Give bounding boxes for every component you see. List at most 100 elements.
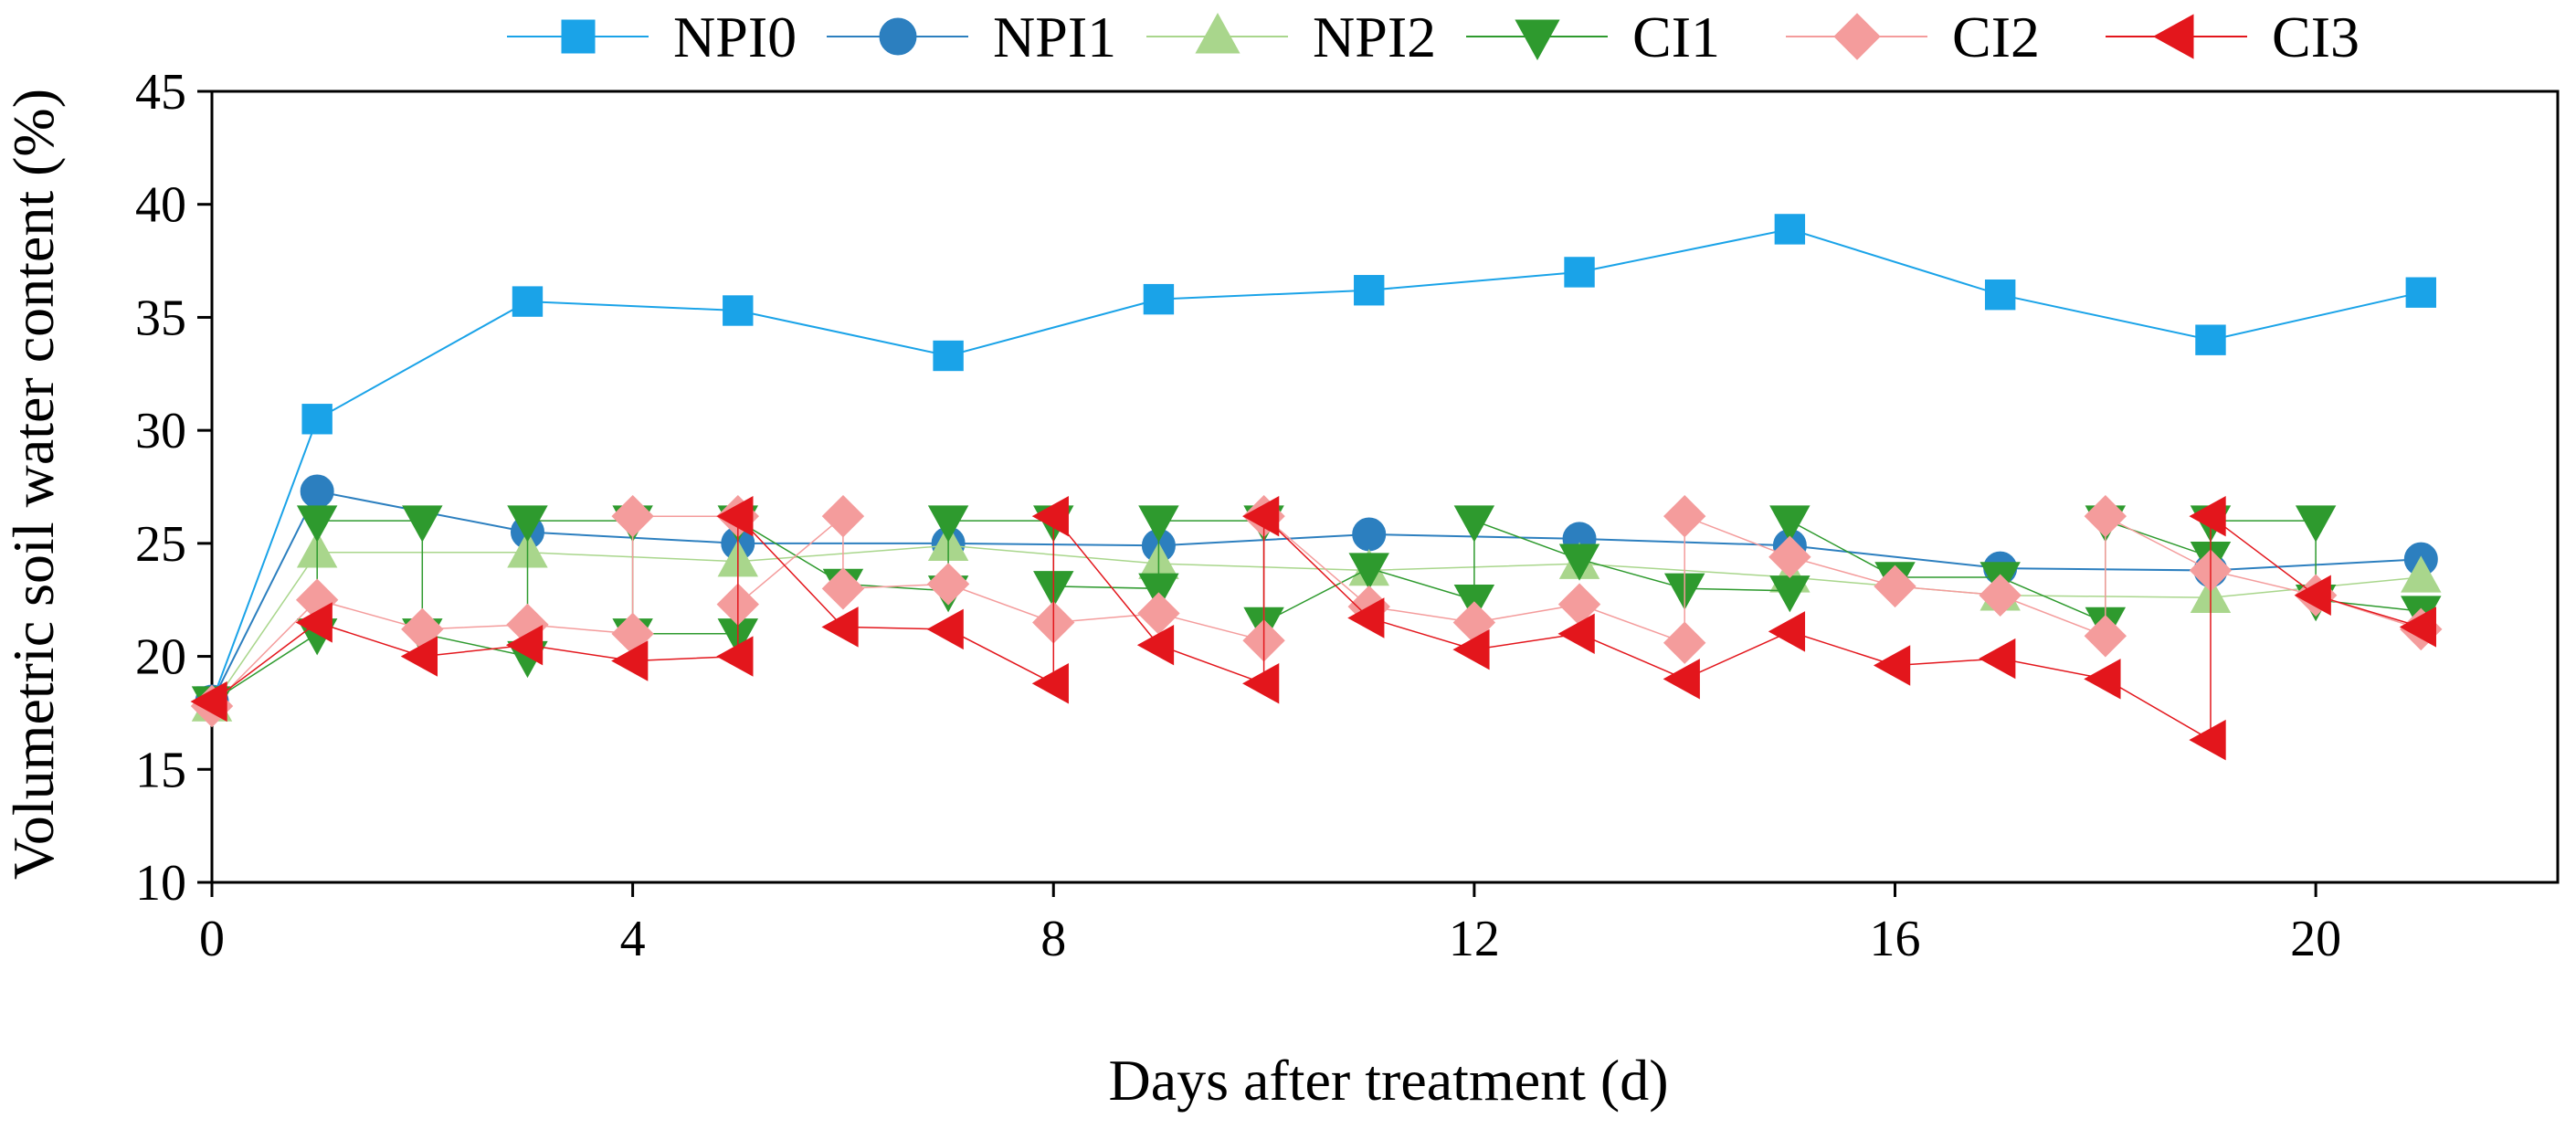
data-point [821,567,865,610]
data-point [1031,495,1069,537]
data-point [611,494,654,538]
data-point [1768,535,1811,578]
y-tick-label: 20 [135,629,186,686]
legend-marker [2152,14,2194,59]
y-axis-title: Volumetric soil water content (%) [1,89,66,880]
data-point [1663,659,1700,700]
data-point [821,607,859,648]
data-point [1557,613,1595,655]
data-point [611,640,649,681]
data-point [1874,564,1916,608]
legend-item: CI1 [1466,5,1720,69]
data-point [2189,719,2226,761]
data-point [1663,494,1706,538]
data-point [2084,494,2127,538]
data-point [300,474,334,509]
y-tick-label: 35 [135,290,186,346]
data-point [2084,659,2121,700]
legend-label: CI1 [1632,5,1720,69]
x-tick-label: 20 [2290,911,2341,967]
legend-label: NPI0 [673,5,797,69]
legend-marker [561,19,596,54]
legend-label: CI2 [1952,5,2040,69]
x-tick-label: 8 [1040,911,1066,967]
data-point [1979,638,2016,680]
legend-label: NPI2 [1313,5,1436,69]
data-point [1347,597,1385,638]
legend-marker [1195,12,1240,54]
x-tick-label: 16 [1870,911,1921,967]
legend-label: CI3 [2272,5,2360,69]
series-layer [190,214,2443,761]
data-point [1031,663,1069,704]
data-point [926,608,964,650]
data-point [505,624,544,666]
data-point [2084,615,2127,658]
legend-label: NPI1 [993,5,1116,69]
data-point [1354,275,1385,306]
data-point [1663,621,1706,664]
data-point [716,495,754,537]
data-point [1352,517,1387,552]
data-point [1564,257,1595,288]
data-point [1453,505,1495,543]
data-point [402,505,443,543]
y-tick-label: 15 [135,742,186,798]
data-point [933,340,964,372]
series-line [211,514,2422,742]
plot-frame [210,90,2560,884]
data-point [2195,324,2226,355]
x-tick-label: 0 [199,911,225,967]
data-point [1769,575,1811,613]
data-point [1138,505,1179,543]
data-point [1136,624,1175,666]
data-point [2189,495,2226,537]
data-point [507,505,548,543]
series-line [211,227,2422,702]
data-point [1873,645,1911,686]
data-point [301,404,333,435]
data-point [927,505,969,543]
x-axis-title: Days after treatment (d) [1108,1048,1668,1113]
data-point [1242,495,1280,537]
y-tick-label: 30 [135,403,186,459]
legend-item: CI3 [2106,5,2360,69]
data-point [821,494,865,538]
y-tick-label: 10 [135,855,186,912]
data-point [1768,611,1806,652]
data-point [1769,505,1811,543]
data-point [1452,628,1490,670]
legend-item: NPI1 [827,5,1116,69]
y-tick-label: 40 [135,177,186,234]
data-point [2294,575,2331,616]
legend: NPI0 NPI1 NPI2 CI1 CI2 CI3 [507,5,2360,69]
data-point [1242,663,1280,704]
data-point [2401,555,2442,593]
data-point [295,602,333,643]
data-point [1984,279,2016,311]
y-tick-label: 45 [135,64,186,121]
data-point [2405,277,2436,308]
data-point [716,636,754,677]
x-tick-label: 12 [1449,911,1500,967]
legend-marker [1515,19,1560,61]
axes: 10 15 20 25 30 35 40 45 0 4 8 12 16 20 [135,64,2560,967]
legend-item: CI2 [1786,5,2040,69]
data-point [1348,553,1389,590]
y-tick-label: 25 [135,516,186,573]
data-point [1979,574,2022,617]
data-point [400,636,438,677]
data-point [1558,543,1600,581]
data-point [926,563,970,606]
data-point [1774,214,1806,245]
legend-item: NPI2 [1146,5,1436,69]
data-point [2399,607,2436,648]
legend-marker [1833,13,1881,60]
data-point [296,505,338,543]
series-ci3 [190,495,2436,761]
data-point [1138,573,1179,610]
x-tick-label: 4 [620,911,646,967]
data-point [1143,283,1175,315]
data-point [512,286,544,317]
